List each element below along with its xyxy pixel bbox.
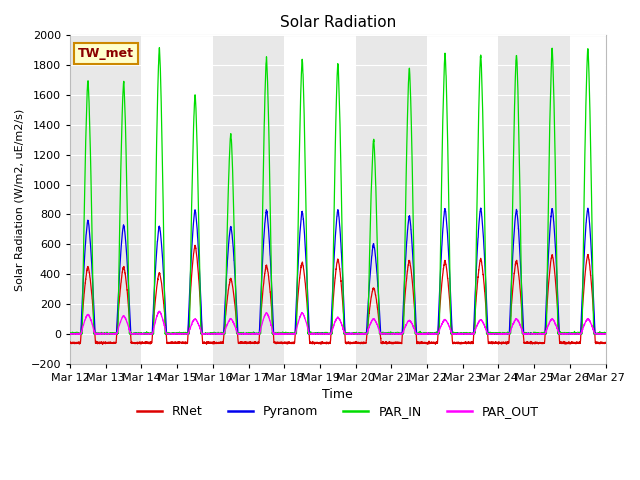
PAR_OUT [67,331,74,336]
RNet [602,340,609,346]
Line: PAR_IN: PAR_IN [70,48,605,334]
Pyranom [488,330,496,336]
Text: TW_met: TW_met [78,47,134,60]
PAR_OUT [318,331,326,336]
RNet [488,341,496,347]
PAR_OUT [488,331,496,336]
PAR_IN [67,331,74,337]
Y-axis label: Solar Radiation (W/m2, uE/m2/s): Solar Radiation (W/m2, uE/m2/s) [15,108,25,291]
Pyranom [163,326,170,332]
Pyranom [318,331,326,337]
Pyranom [601,331,609,337]
RNet [458,340,466,346]
Bar [213,36,284,364]
PAR_IN [163,331,170,336]
Pyranom [67,331,74,337]
Line: Pyranom: Pyranom [70,208,605,334]
PAR_OUT [601,331,609,337]
Pyranom [477,205,484,211]
Pyranom [458,330,465,336]
X-axis label: Time: Time [323,388,353,401]
RNet [601,339,609,345]
PAR_IN [156,45,163,50]
PAR_IN [602,331,609,337]
Bar [70,36,141,364]
PAR_IN [601,331,609,337]
PAR_OUT [458,331,466,336]
Bar [284,36,356,364]
PAR_IN [488,331,496,336]
Bar [499,36,570,364]
Pyranom [602,331,609,337]
Bar [570,36,605,364]
PAR_OUT [602,331,609,337]
PAR_IN [428,331,436,337]
RNet [99,341,106,347]
Pyranom [428,331,436,337]
Legend: RNet, Pyranom, PAR_IN, PAR_OUT: RNet, Pyranom, PAR_IN, PAR_OUT [132,400,543,423]
RNet [428,340,436,346]
PAR_OUT [428,331,436,337]
RNet [163,334,170,340]
Title: Solar Radiation: Solar Radiation [280,15,396,30]
RNet [191,242,199,248]
RNet [318,340,326,346]
Line: RNet: RNet [70,245,605,344]
PAR_OUT [163,331,170,337]
PAR_IN [318,331,326,337]
PAR_OUT [67,331,74,337]
PAR_IN [458,331,466,337]
RNet [67,340,74,346]
PAR_OUT [156,308,163,314]
Bar [356,36,427,364]
Line: PAR_OUT: PAR_OUT [70,311,605,334]
Bar [141,36,213,364]
PAR_IN [67,330,74,336]
Bar [427,36,499,364]
